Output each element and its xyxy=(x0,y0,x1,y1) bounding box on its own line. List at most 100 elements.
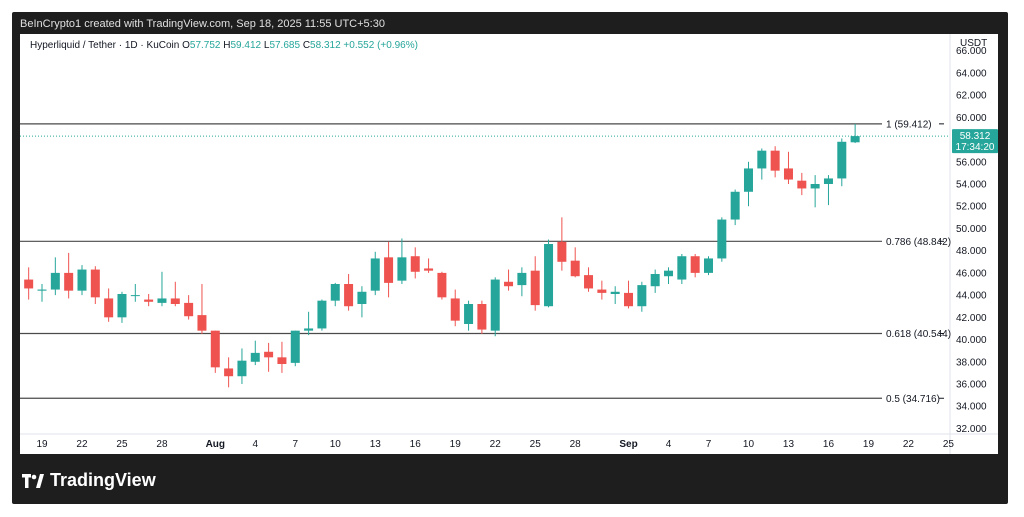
candle-body[interactable] xyxy=(424,268,434,271)
candle-body[interactable] xyxy=(384,257,394,283)
y-tick-label: 46.000 xyxy=(956,268,987,279)
candle-body[interactable] xyxy=(717,219,727,259)
candle-body[interactable] xyxy=(50,272,60,290)
candle-body[interactable] xyxy=(24,279,34,289)
candle-body[interactable] xyxy=(144,299,154,302)
high-value: 59.412 xyxy=(230,40,262,51)
candle-body[interactable] xyxy=(597,289,607,293)
x-tick-label: 19 xyxy=(863,439,875,450)
candle-body[interactable] xyxy=(170,298,180,304)
candle-body[interactable] xyxy=(783,168,793,180)
candle-body[interactable] xyxy=(237,360,247,377)
price-chart[interactable]: USDT 32.000 34.000 36.000 38.000 40.000 42.000… xyxy=(20,34,998,454)
y-tick-label: 34.000 xyxy=(956,402,987,413)
candle-body[interactable] xyxy=(370,258,380,291)
candle-body[interactable] xyxy=(850,136,860,143)
y-tick-label: 60.000 xyxy=(956,113,987,124)
fib-level-label: 0.5 (34.716) xyxy=(886,394,940,405)
current-price-value: 58.312 xyxy=(960,131,991,142)
y-tick-label: 36.000 xyxy=(956,380,987,391)
candle-body[interactable] xyxy=(117,294,127,318)
countdown-timer: 17:34:20 xyxy=(956,142,995,153)
candle-body[interactable] xyxy=(264,351,274,358)
candle-body[interactable] xyxy=(650,274,660,287)
candle-body[interactable] xyxy=(330,284,340,301)
candle-body[interactable] xyxy=(610,291,620,294)
x-tick-label: 16 xyxy=(410,439,422,450)
x-tick-label: 22 xyxy=(76,439,88,450)
y-tick-label: 54.000 xyxy=(956,180,987,191)
x-tick-label: Aug xyxy=(206,439,225,450)
x-tick-label: 28 xyxy=(570,439,582,450)
chart-panel[interactable]: USDT 32.000 34.000 36.000 38.000 40.000 42.000… xyxy=(20,34,998,454)
candle-body[interactable] xyxy=(64,272,74,291)
candle-body[interactable] xyxy=(690,256,700,273)
close-value: 58.312 xyxy=(310,40,341,51)
candle-body[interactable] xyxy=(743,168,753,192)
candle-body[interactable] xyxy=(344,284,354,307)
y-tick-label: 56.000 xyxy=(956,157,987,168)
candle-body[interactable] xyxy=(37,289,47,291)
candle-body[interactable] xyxy=(544,244,554,307)
candle-body[interactable] xyxy=(104,298,114,318)
candle-body[interactable] xyxy=(397,257,407,281)
y-tick-label: 40.000 xyxy=(956,335,987,346)
candle-body[interactable] xyxy=(197,315,207,331)
candle-body[interactable] xyxy=(517,272,527,286)
candle-body[interactable] xyxy=(730,191,740,220)
candle-body[interactable] xyxy=(130,295,140,297)
candle-body[interactable] xyxy=(704,258,713,273)
candle-body[interactable] xyxy=(450,298,460,321)
candle-body[interactable] xyxy=(357,291,367,304)
candle-body[interactable] xyxy=(490,279,500,331)
tradingview-logo-icon xyxy=(22,473,44,488)
x-tick-label: 10 xyxy=(330,439,342,450)
candle-body[interactable] xyxy=(250,352,260,362)
open-value: 57.752 xyxy=(189,40,221,51)
candle-body[interactable] xyxy=(90,269,100,298)
y-tick-label: 62.000 xyxy=(956,91,987,102)
candle-body[interactable] xyxy=(224,368,234,377)
candle-body[interactable] xyxy=(837,141,847,179)
change-value: +0.552 (+0.96%) xyxy=(343,40,418,51)
candle-body[interactable] xyxy=(277,357,287,364)
candle-body[interactable] xyxy=(624,292,634,307)
candle-body[interactable] xyxy=(823,178,833,184)
x-tick-label: 7 xyxy=(706,439,712,450)
candle-body[interactable] xyxy=(530,270,540,306)
high-label: H xyxy=(223,40,231,51)
candle-body[interactable] xyxy=(677,256,687,280)
candle-body[interactable] xyxy=(664,270,674,277)
candle-body[interactable] xyxy=(317,300,327,329)
candle-body[interactable] xyxy=(184,302,194,317)
screenshot-frame: BeInCrypto1 created with TradingView.com… xyxy=(12,12,1008,504)
x-tick-label: 4 xyxy=(666,439,672,450)
candle-body[interactable] xyxy=(504,281,514,287)
low-value: 57.685 xyxy=(269,40,301,51)
candle-body[interactable] xyxy=(637,285,647,307)
candle-body[interactable] xyxy=(304,328,314,331)
x-tick-label: 22 xyxy=(903,439,915,450)
candle-body[interactable] xyxy=(757,150,767,169)
candle-body[interactable] xyxy=(797,180,807,189)
candle-body[interactable] xyxy=(77,269,87,291)
y-tick-label: 32.000 xyxy=(956,424,987,435)
x-tick-label: Sep xyxy=(619,439,637,450)
y-tick-label: 52.000 xyxy=(956,202,987,213)
x-tick-label: 13 xyxy=(370,439,382,450)
candle-body[interactable] xyxy=(157,298,167,303)
brand-name: TradingView xyxy=(50,470,156,490)
candle-body[interactable] xyxy=(570,260,580,277)
candle-body[interactable] xyxy=(557,241,567,262)
candle-body[interactable] xyxy=(210,330,220,368)
tradingview-brand: TradingView xyxy=(22,470,156,491)
candle-body[interactable] xyxy=(770,150,780,171)
x-tick-label: 13 xyxy=(783,439,795,450)
candle-body[interactable] xyxy=(810,184,820,189)
candle-body[interactable] xyxy=(290,330,300,363)
candle-body[interactable] xyxy=(410,256,420,272)
candle-body[interactable] xyxy=(464,304,474,324)
candle-body[interactable] xyxy=(477,304,487,330)
candle-body[interactable] xyxy=(584,275,594,289)
candle-body[interactable] xyxy=(437,272,447,298)
